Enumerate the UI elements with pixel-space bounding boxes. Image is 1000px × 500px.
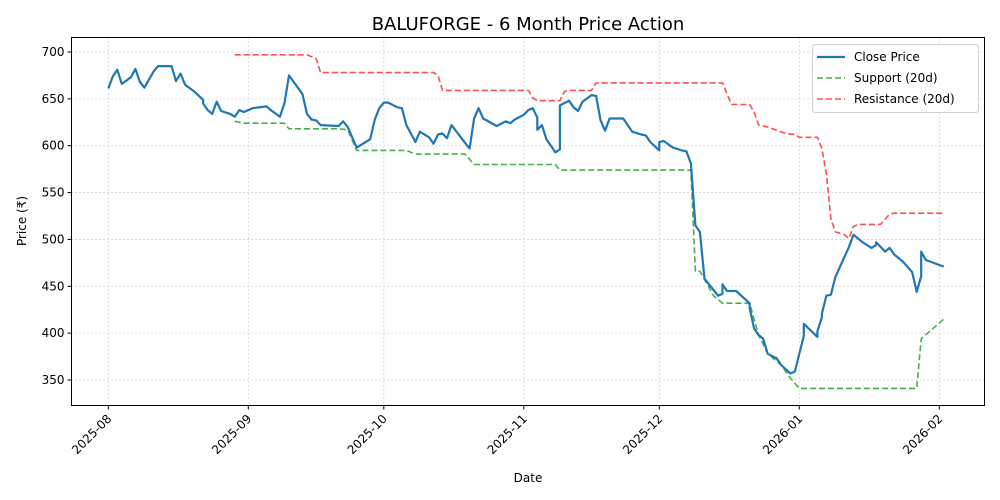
y-tick-label: 700 xyxy=(42,45,65,59)
y-tick-label: 500 xyxy=(42,232,65,246)
y-tick-label: 350 xyxy=(42,373,65,387)
grid-lines xyxy=(71,37,985,406)
x-axis-label: Date xyxy=(514,471,543,485)
close-price-line xyxy=(107,65,945,375)
legend-support-label: Support (20d) xyxy=(854,71,938,85)
resistance-line xyxy=(234,54,944,240)
y-tick-label: 400 xyxy=(42,326,65,340)
y-tick-label: 450 xyxy=(42,279,65,293)
y-axis: 350 400 450 500 550 600 650 700 xyxy=(42,45,72,387)
y-tick-label: 600 xyxy=(42,139,65,153)
series-layer xyxy=(107,54,945,390)
legend-box xyxy=(812,44,979,113)
y-tick-label: 650 xyxy=(42,92,65,106)
legend-close-label: Close Price xyxy=(854,50,920,64)
legend-resistance-label: Resistance (20d) xyxy=(854,92,955,106)
y-axis-label: Price (₹) xyxy=(15,196,29,246)
chart-title: BALUFORGE - 6 Month Price Action xyxy=(372,14,685,35)
y-tick-label: 550 xyxy=(42,186,65,200)
plot-frame xyxy=(71,37,985,406)
legend: Close Price Support (20d) Resistance (20… xyxy=(812,44,979,113)
